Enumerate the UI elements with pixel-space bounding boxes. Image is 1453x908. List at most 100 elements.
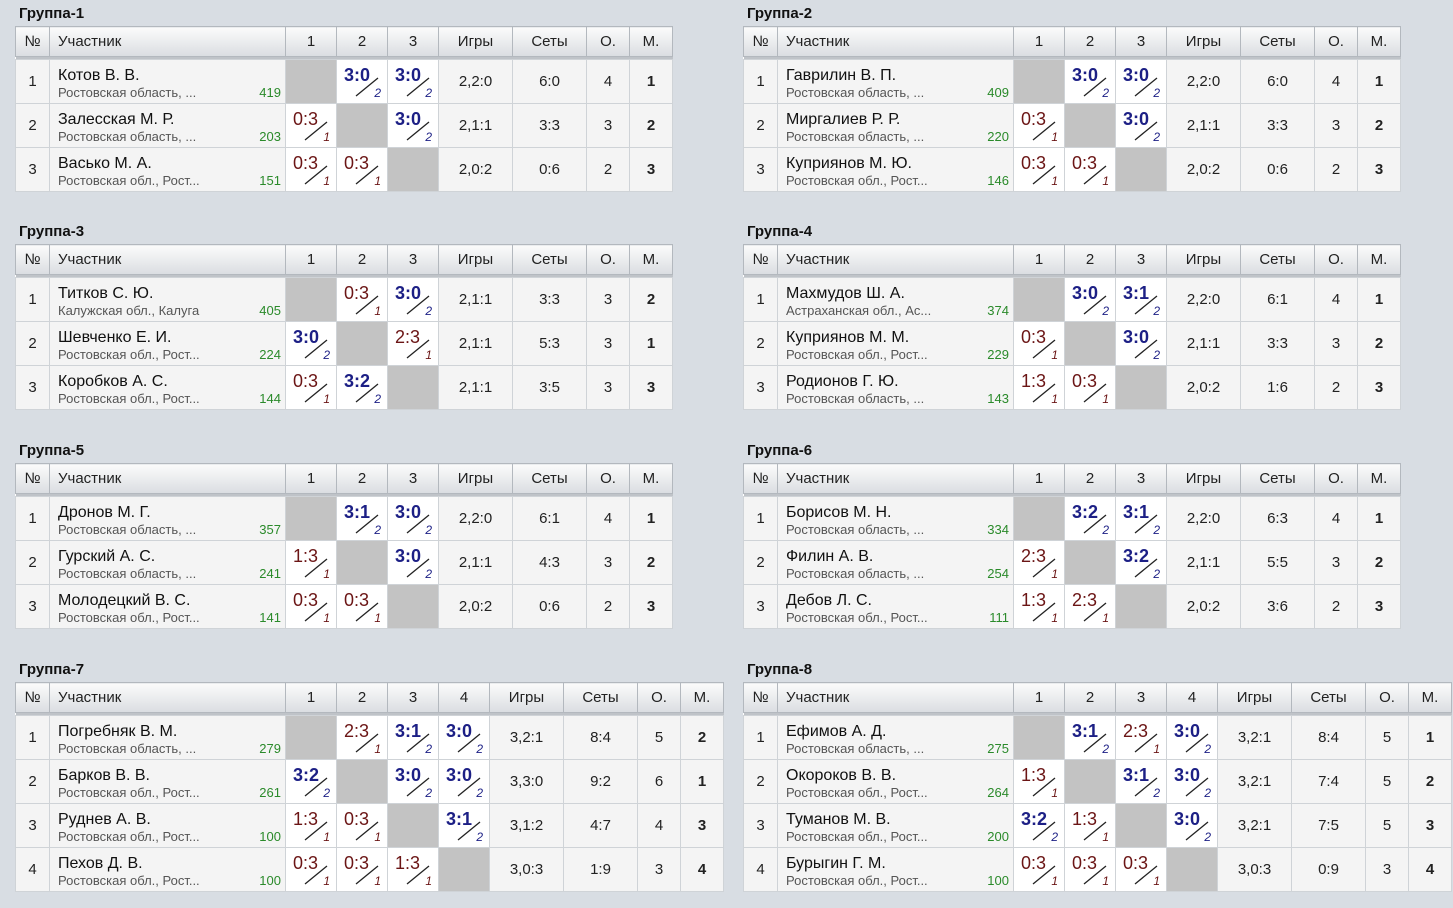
match-result[interactable]: 3:0 2: [1166, 715, 1218, 760]
match-result[interactable]: 3:1 2: [1115, 277, 1167, 322]
match-result[interactable]: 0:3 1: [1115, 847, 1167, 892]
player-name[interactable]: Титков С. Ю.: [58, 284, 154, 302]
match-result[interactable]: 3:0 2: [1115, 59, 1167, 104]
match-result[interactable]: 2:3 1: [1064, 584, 1116, 629]
player-name[interactable]: Залесская М. Р.: [58, 110, 175, 128]
match-result[interactable]: 0:3 1: [336, 803, 388, 848]
match-result[interactable]: 3:0 2: [438, 759, 490, 804]
match-result[interactable]: 0:3 1: [285, 103, 337, 148]
match-result[interactable]: 0:3 1: [1064, 847, 1116, 892]
player-cell[interactable]: Котов В. В. Ростовская область, ... 419: [49, 59, 286, 104]
match-result[interactable]: 0:3 1: [336, 147, 388, 192]
player-name[interactable]: Васько М. А.: [58, 154, 152, 172]
match-result[interactable]: 3:1 2: [438, 803, 490, 848]
player-cell[interactable]: Титков С. Ю. Калужская обл., Калуга 405: [49, 277, 286, 322]
player-cell[interactable]: Филин А. В. Ростовская область, ... 254: [777, 540, 1014, 585]
player-name[interactable]: Молодецкий В. С.: [58, 591, 191, 609]
player-cell[interactable]: Борисов М. Н. Ростовская область, ... 334: [777, 496, 1014, 541]
player-name[interactable]: Ефимов А. Д.: [786, 722, 887, 740]
player-name[interactable]: Окороков В. В.: [786, 766, 897, 784]
match-result[interactable]: 0:3 1: [336, 847, 388, 892]
player-name[interactable]: Борисов М. Н.: [786, 503, 892, 521]
player-name[interactable]: Коробков А. С.: [58, 372, 168, 390]
player-cell[interactable]: Куприянов М. Ю. Ростовская обл., Рост... 1…: [777, 147, 1014, 192]
player-name[interactable]: Родионов Г. Ю.: [786, 372, 899, 390]
player-cell[interactable]: Дронов М. Г. Ростовская область, ... 357: [49, 496, 286, 541]
match-result[interactable]: 1:3 1: [1064, 803, 1116, 848]
match-result[interactable]: 0:3 1: [336, 277, 388, 322]
player-name[interactable]: Миргалиев Р. Р.: [786, 110, 901, 128]
match-result[interactable]: 3:1 2: [1115, 496, 1167, 541]
player-cell[interactable]: Дебов Л. С. Ростовская обл., Рост... 111: [777, 584, 1014, 629]
match-result[interactable]: 3:0 2: [1115, 103, 1167, 148]
match-result[interactable]: 3:2 2: [1115, 540, 1167, 585]
player-name[interactable]: Бурыгин Г. М.: [786, 854, 886, 872]
match-result[interactable]: 3:0 2: [438, 715, 490, 760]
match-result[interactable]: 0:3 1: [336, 584, 388, 629]
match-result[interactable]: 1:3 1: [1013, 365, 1065, 410]
match-result[interactable]: 3:2 2: [1013, 803, 1065, 848]
match-result[interactable]: 2:3 1: [387, 321, 439, 366]
player-name[interactable]: Барков В. В.: [58, 766, 150, 784]
match-result[interactable]: 1:3 1: [387, 847, 439, 892]
player-name[interactable]: Пехов Д. В.: [58, 854, 143, 872]
match-result[interactable]: 0:3 1: [1013, 147, 1065, 192]
player-cell[interactable]: Барков В. В. Ростовская обл., Рост... 261: [49, 759, 286, 804]
player-cell[interactable]: Махмудов Ш. А. Астраханская обл., Ас... 37…: [777, 277, 1014, 322]
match-result[interactable]: 3:0 2: [1115, 321, 1167, 366]
match-result[interactable]: 3:2 2: [336, 365, 388, 410]
player-cell[interactable]: Коробков А. С. Ростовская обл., Рост... 14…: [49, 365, 286, 410]
match-result[interactable]: 3:1 2: [1115, 759, 1167, 804]
player-cell[interactable]: Васько М. А. Ростовская обл., Рост... 151: [49, 147, 286, 192]
match-result[interactable]: 2:3 1: [1115, 715, 1167, 760]
match-result[interactable]: 3:0 2: [336, 59, 388, 104]
player-cell[interactable]: Бурыгин Г. М. Ростовская обл., Рост... 100: [777, 847, 1014, 892]
match-result[interactable]: 3:0 2: [1064, 277, 1116, 322]
player-name[interactable]: Дронов М. Г.: [58, 503, 151, 521]
player-cell[interactable]: Миргалиев Р. Р. Ростовская область, ... 22…: [777, 103, 1014, 148]
player-name[interactable]: Куприянов М. Ю.: [786, 154, 912, 172]
player-name[interactable]: Дебов Л. С.: [786, 591, 872, 609]
player-cell[interactable]: Туманов М. В. Ростовская обл., Рост... 200: [777, 803, 1014, 848]
match-result[interactable]: 2:3 1: [1013, 540, 1065, 585]
match-result[interactable]: 0:3 1: [285, 365, 337, 410]
player-name[interactable]: Махмудов Ш. А.: [786, 284, 905, 302]
player-name[interactable]: Туманов М. В.: [786, 810, 891, 828]
match-result[interactable]: 3:0 2: [285, 321, 337, 366]
player-cell[interactable]: Шевченко Е. И. Ростовская обл., Рост... 22…: [49, 321, 286, 366]
player-name[interactable]: Филин А. В.: [786, 547, 874, 565]
match-result[interactable]: 0:3 1: [1013, 103, 1065, 148]
match-result[interactable]: 0:3 1: [1013, 847, 1065, 892]
player-cell[interactable]: Родионов Г. Ю. Ростовская область, ... 143: [777, 365, 1014, 410]
match-result[interactable]: 3:0 2: [387, 103, 439, 148]
player-cell[interactable]: Погребняк В. М. Ростовская область, ... 27…: [49, 715, 286, 760]
match-result[interactable]: 3:0 2: [387, 59, 439, 104]
player-cell[interactable]: Гурский А. С. Ростовская область, ... 241: [49, 540, 286, 585]
match-result[interactable]: 3:1 2: [336, 496, 388, 541]
match-result[interactable]: 3:0 2: [387, 540, 439, 585]
match-result[interactable]: 0:3 1: [285, 847, 337, 892]
player-name[interactable]: Погребняк В. М.: [58, 722, 178, 740]
player-cell[interactable]: Окороков В. В. Ростовская обл., Рост... 26…: [777, 759, 1014, 804]
match-result[interactable]: 0:3 1: [1064, 147, 1116, 192]
match-result[interactable]: 3:0 2: [387, 759, 439, 804]
match-result[interactable]: 3:1 2: [1064, 715, 1116, 760]
match-result[interactable]: 1:3 1: [1013, 584, 1065, 629]
match-result[interactable]: 3:2 2: [285, 759, 337, 804]
player-name[interactable]: Котов В. В.: [58, 66, 140, 84]
player-cell[interactable]: Куприянов М. М. Ростовская обл., Рост... 2…: [777, 321, 1014, 366]
player-cell[interactable]: Пехов Д. В. Ростовская обл., Рост... 100: [49, 847, 286, 892]
player-name[interactable]: Руднев А. В.: [58, 810, 151, 828]
match-result[interactable]: 0:3 1: [1064, 365, 1116, 410]
player-name[interactable]: Шевченко Е. И.: [58, 328, 172, 346]
player-cell[interactable]: Залесская М. Р. Ростовская область, ... 20…: [49, 103, 286, 148]
match-result[interactable]: 0:3 1: [285, 147, 337, 192]
player-name[interactable]: Гурский А. С.: [58, 547, 156, 565]
match-result[interactable]: 3:0 2: [387, 496, 439, 541]
player-cell[interactable]: Гаврилин В. П. Ростовская область, ... 409: [777, 59, 1014, 104]
match-result[interactable]: 3:0 2: [387, 277, 439, 322]
match-result[interactable]: 1:3 1: [285, 540, 337, 585]
match-result[interactable]: 3:0 2: [1064, 59, 1116, 104]
player-cell[interactable]: Руднев А. В. Ростовская обл., Рост... 100: [49, 803, 286, 848]
match-result[interactable]: 3:0 2: [1166, 803, 1218, 848]
